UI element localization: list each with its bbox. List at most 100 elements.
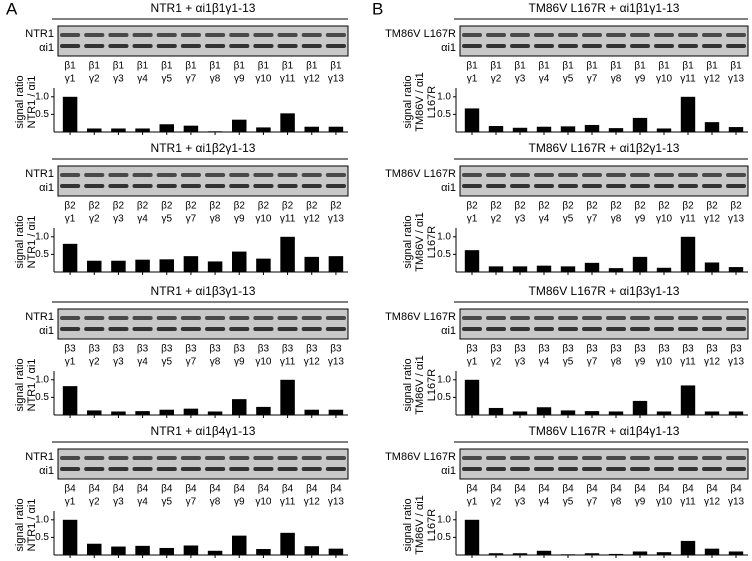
blot-band: [510, 456, 530, 460]
blot-band: [156, 33, 177, 37]
beta-label: β3: [161, 344, 173, 355]
bar: [728, 551, 744, 555]
y-axis-label: signal ratio: [402, 498, 414, 551]
bar: [536, 550, 552, 555]
gamma-label: γ10: [656, 214, 673, 225]
beta-label: β1: [658, 61, 670, 72]
beta-label: β2: [514, 201, 526, 212]
gamma-label: γ7: [587, 357, 598, 368]
beta-label: β2: [234, 201, 246, 212]
blot-band: [582, 467, 602, 471]
blot-band: [558, 173, 578, 177]
blot-band: [132, 44, 153, 48]
blot-band: [84, 184, 105, 188]
blot-band: [108, 467, 129, 471]
gamma-label: γ11: [280, 214, 296, 225]
bar: [183, 545, 199, 555]
beta-label: β2: [466, 201, 478, 212]
bar: [207, 550, 223, 555]
panel-letter: B: [372, 0, 383, 18]
bar: [159, 124, 174, 132]
gamma-label: γ1: [467, 357, 478, 368]
gamma-label: γ11: [280, 357, 296, 368]
gamma-label: γ1: [467, 497, 478, 508]
bar: [111, 411, 126, 415]
blot-band: [108, 316, 129, 320]
beta-label: β1: [209, 61, 221, 72]
bar: [632, 400, 648, 415]
bar: [328, 256, 344, 272]
beta-label: β3: [306, 344, 318, 355]
beta-label: β2: [209, 201, 221, 212]
chart-title: NTR1 + αi1β3γ1-13: [151, 284, 256, 298]
bar: [87, 128, 102, 132]
bar: [584, 411, 600, 415]
blot-band: [510, 44, 530, 48]
beta-label: β3: [185, 344, 197, 355]
beta-label: β1: [113, 61, 125, 72]
beta-label: β4: [161, 484, 173, 495]
gamma-label: γ7: [186, 214, 197, 225]
bar: [488, 407, 504, 415]
gamma-label: γ11: [680, 497, 696, 508]
blot-band: [108, 184, 129, 188]
blot-band: [630, 316, 650, 320]
blot-band: [205, 456, 226, 460]
gamma-label: γ2: [89, 357, 100, 368]
beta-label: β2: [586, 201, 598, 212]
bar: [560, 410, 576, 415]
beta-label: β1: [586, 61, 598, 72]
blot-band: [558, 184, 578, 188]
bar: [680, 540, 696, 555]
bar: [584, 262, 600, 272]
beta-label: β2: [658, 201, 670, 212]
beta-label: β3: [490, 344, 502, 355]
blot-band: [630, 33, 650, 37]
y-tick-label: 0.5: [437, 392, 451, 403]
gamma-label: γ11: [680, 357, 696, 368]
y-axis-label: NTR1 / αi1: [26, 216, 38, 269]
gamma-label: γ12: [304, 74, 321, 85]
bar: [656, 552, 672, 555]
gamma-label: γ10: [255, 74, 272, 85]
blot-band: [301, 44, 322, 48]
gamma-label: γ5: [563, 497, 574, 508]
blot-band: [84, 44, 105, 48]
blot-band: [678, 456, 698, 460]
y-tick-label: 0.5: [35, 249, 49, 260]
blot-band: [277, 316, 298, 320]
bar: [464, 519, 480, 555]
blot-band: [205, 33, 226, 37]
y-tick-label: 1.0: [35, 514, 49, 525]
blot-band: [726, 44, 746, 48]
blot-band: [253, 184, 274, 188]
blot-band: [156, 44, 177, 48]
blot-band: [60, 327, 81, 331]
chart-title: NTR1 + αi1β1γ1-13: [151, 1, 256, 15]
blot-band: [229, 467, 250, 471]
blot-band: [205, 327, 226, 331]
gamma-label: γ7: [587, 74, 598, 85]
beta-label: β4: [634, 484, 646, 495]
blot-band: [205, 184, 226, 188]
blot-band: [277, 456, 298, 460]
gamma-label: γ7: [186, 497, 197, 508]
blot-band: [558, 33, 578, 37]
blot-band: [510, 316, 530, 320]
blot-band: [462, 456, 482, 460]
blot-label: αi1: [39, 182, 54, 194]
gamma-label: γ9: [635, 74, 646, 85]
blot-band: [180, 456, 201, 460]
blot-band: [229, 173, 250, 177]
bar: [207, 411, 223, 415]
bar: [207, 131, 223, 132]
blot-band: [205, 316, 226, 320]
bar: [87, 410, 102, 415]
blot-label: αi1: [39, 325, 54, 337]
gamma-label: γ12: [704, 357, 721, 368]
blot-band: [630, 467, 650, 471]
blot-band: [606, 33, 626, 37]
gamma-label: γ5: [161, 214, 172, 225]
blot-band: [486, 467, 506, 471]
